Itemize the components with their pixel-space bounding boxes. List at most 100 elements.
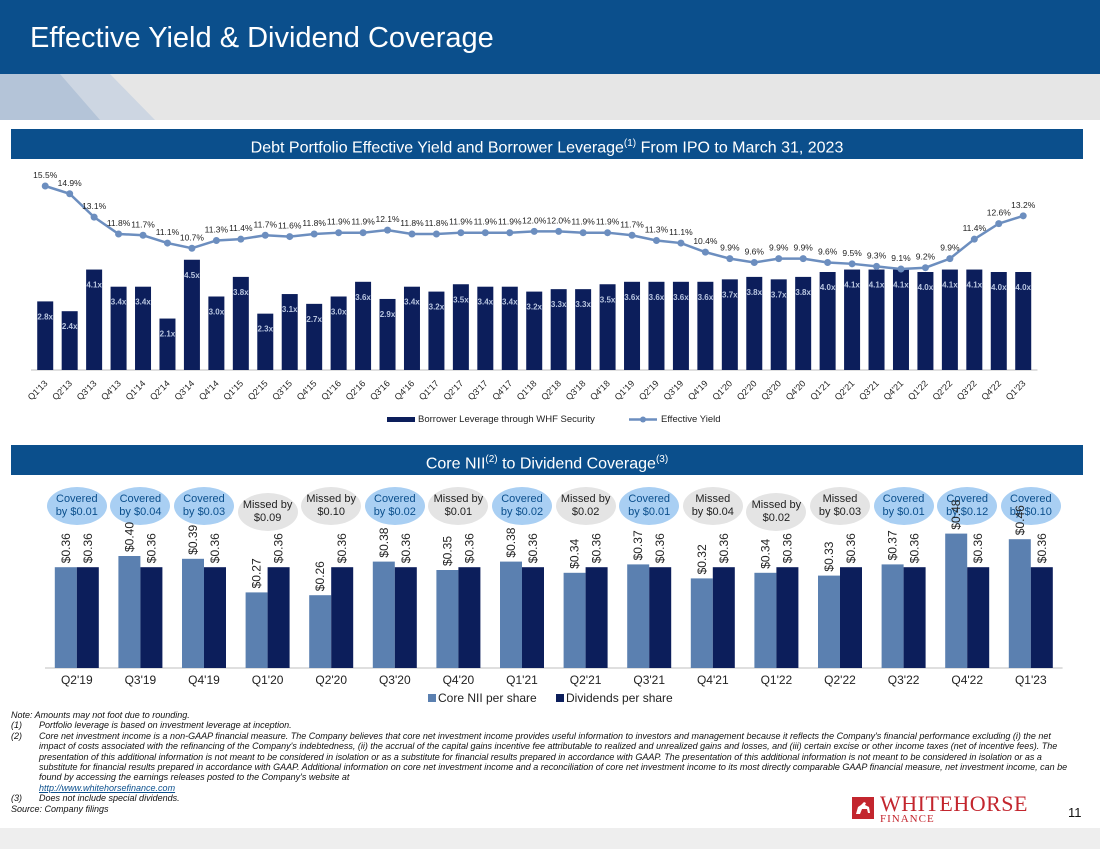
- leverage-bar-label: 3.4x: [135, 298, 151, 307]
- effective-yield-label: 9.9%: [769, 243, 789, 253]
- coverage-line1: Missed by: [560, 493, 611, 505]
- effective-yield-label: 12.0%: [547, 215, 572, 225]
- website-link[interactable]: http://www.whitehorsefinance.com: [39, 782, 176, 793]
- leverage-bar: [599, 284, 616, 370]
- coverage-line2: by $0.04: [691, 506, 734, 518]
- effective-yield-label: 11.4%: [229, 223, 253, 233]
- effective-yield-point: [384, 226, 392, 234]
- x-tick-label: Q4'14: [197, 378, 221, 402]
- x-tick-label: Q4'13: [99, 378, 123, 402]
- coverage-bubble: Covered by $0.04: [110, 487, 171, 525]
- x-tick-label: Q3'20: [759, 378, 783, 402]
- leverage-bar: [281, 294, 298, 370]
- coverage-bubble: Missed by $0.09: [237, 493, 298, 531]
- page-title: Effective Yield & Dividend Coverage: [30, 22, 494, 54]
- x-tick-label: Q1'14: [124, 378, 148, 402]
- footnote-2: (2) Core net investment income is a non-G…: [11, 730, 1068, 793]
- leverage-bar: [844, 269, 861, 370]
- effective-yield-point: [1019, 212, 1027, 220]
- core-nii-label: $0.48: [949, 499, 963, 529]
- effective-yield-point: [261, 231, 269, 239]
- x-tick-label: Q2'19: [637, 378, 661, 402]
- coverage-bubble: Covered by $0.01: [873, 487, 934, 525]
- dividend-label: $0.36: [971, 533, 985, 563]
- header-bar: Effective Yield & Dividend Coverage: [0, 0, 1100, 74]
- x-tick-label: Q3'21: [633, 673, 665, 687]
- coverage-line2: $0.02: [762, 512, 791, 524]
- coverage-line1: Missed: [822, 493, 858, 505]
- coverage-line1: Covered: [946, 493, 988, 505]
- core-nii-label: $0.36: [59, 533, 73, 563]
- x-tick-label: Q1'19: [613, 378, 637, 402]
- footnote-1: (1) Portfolio leverage is based on invest…: [11, 720, 292, 731]
- leverage-bar: [575, 289, 592, 370]
- core-nii-bar: [690, 578, 713, 668]
- core-nii-label: $0.34: [758, 538, 772, 568]
- dividend-bar: [394, 567, 417, 668]
- effective-yield-point: [506, 229, 514, 237]
- leverage-bar-label: 4.0x: [991, 283, 1007, 292]
- effective-yield-point: [897, 265, 905, 273]
- coverage-line1: Missed by: [306, 493, 356, 505]
- effective-yield-point: [310, 230, 318, 238]
- effective-yield-label: 12.1%: [375, 214, 400, 224]
- leverage-bar: [452, 284, 469, 370]
- effective-yield-point: [481, 229, 489, 237]
- leverage-bar: [917, 272, 934, 370]
- leverage-bar-label: 3.6x: [698, 293, 714, 302]
- dividend-label: $0.36: [526, 533, 540, 563]
- x-tick-label: Q1'21: [506, 673, 538, 687]
- effective-yield-label: 9.3%: [867, 250, 887, 260]
- coverage-line2: by $0.03: [818, 506, 862, 518]
- leverage-bar-label: 4.1x: [942, 281, 958, 290]
- coverage-bubble: Missed by $0.02: [555, 487, 616, 525]
- dividend-label: $0.36: [81, 533, 95, 563]
- coverage-line2: by $0.01: [55, 506, 98, 518]
- legend-yield-marker: [640, 416, 646, 423]
- effective-yield-label: 9.6%: [745, 247, 765, 257]
- x-tick-label: Q2'22: [824, 673, 856, 687]
- brand-sub: FINANCE: [880, 813, 935, 825]
- coverage-line1: Covered: [374, 493, 416, 505]
- coverage-line1: Missed by: [242, 499, 293, 511]
- x-tick-label: Q2'20: [735, 378, 759, 402]
- core-nii-bar: [245, 592, 268, 668]
- page-number: 11: [1068, 805, 1082, 820]
- coverage-line2: $0.10: [317, 506, 345, 518]
- legend-dividend-label: Dividends per share: [566, 691, 673, 705]
- footnotes: Note: Amounts may not foot due to roundi…: [11, 710, 1071, 814]
- dividend-label: $0.36: [144, 533, 158, 563]
- effective-yield-label: 9.2%: [916, 252, 936, 262]
- effective-yield-label: 11.1%: [669, 227, 693, 237]
- x-tick-label: Q3'16: [368, 378, 392, 402]
- leverage-bar-label: 3.8x: [233, 288, 249, 297]
- leverage-bar: [403, 286, 420, 370]
- coverage-bubble: Covered by $0.02: [364, 487, 425, 525]
- leverage-bar-label: 2.8x: [37, 312, 53, 321]
- effective-yield-label: 11.8%: [425, 218, 449, 228]
- core-nii-bar: [182, 558, 204, 668]
- header-band: [0, 74, 1100, 120]
- effective-yield-point: [726, 255, 734, 263]
- leverage-bar-label: 3.7x: [722, 290, 738, 299]
- effective-yield-label: 11.9%: [498, 217, 522, 227]
- coverage-bubble: Covered by $0.03: [174, 487, 234, 525]
- dividend-label: $0.36: [780, 533, 794, 563]
- effective-yield-label: 11.9%: [327, 217, 351, 227]
- x-tick-label: Q3'18: [564, 378, 588, 402]
- effective-yield-point: [652, 236, 660, 244]
- coverage-line2: $0.02: [571, 506, 600, 518]
- coverage-bubble: Missed by $0.10: [301, 487, 362, 525]
- leverage-bar-label: 3.5x: [453, 295, 469, 304]
- effective-yield-point: [750, 259, 758, 267]
- legend-yield-label: Effective Yield: [661, 414, 721, 425]
- effective-yield-label: 11.6%: [278, 221, 302, 231]
- dividend-label: $0.36: [462, 533, 476, 563]
- leverage-bar-label: 2.1x: [160, 330, 176, 339]
- leverage-bar: [746, 276, 763, 370]
- core-nii-bar: [945, 533, 968, 668]
- coverage-line1: Covered: [501, 493, 543, 505]
- effective-yield-label: 11.7%: [620, 219, 644, 229]
- leverage-bar: [526, 291, 543, 370]
- effective-yield-point: [115, 230, 123, 238]
